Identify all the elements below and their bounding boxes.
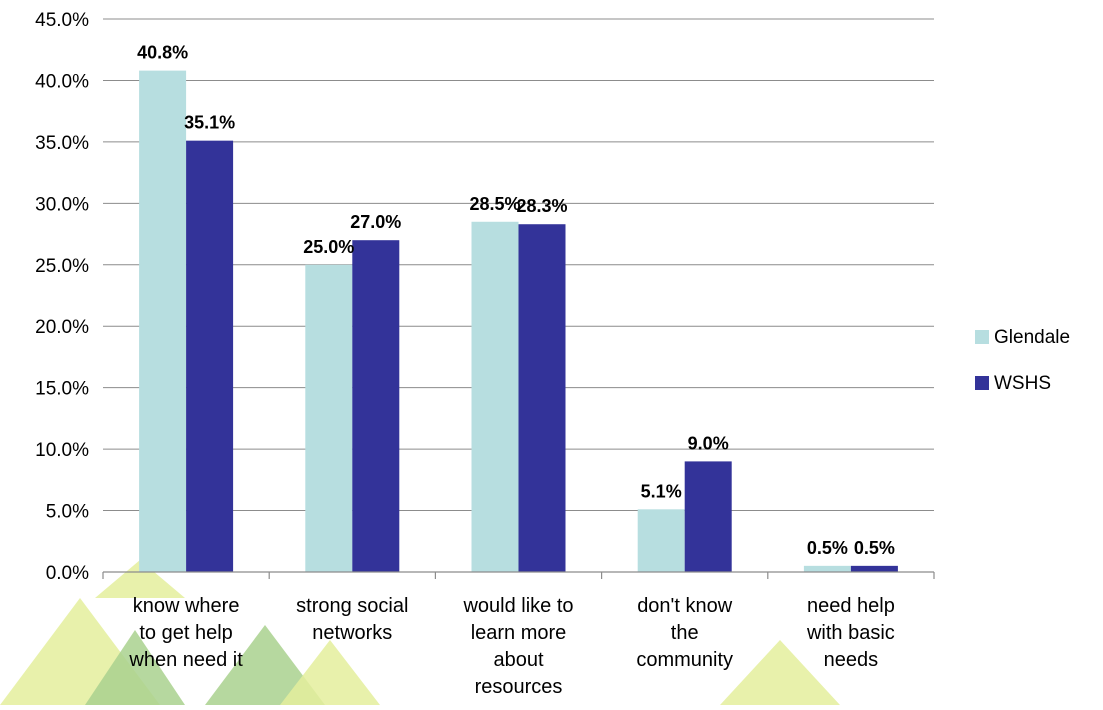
- bar-wshs: [850, 565, 898, 572]
- data-label: 0.5%: [807, 538, 848, 558]
- data-label: 28.3%: [516, 196, 567, 216]
- category-label: know where: [133, 595, 240, 617]
- category-label: need help: [807, 595, 895, 617]
- y-tick-label: 15.0%: [35, 379, 89, 400]
- bar-glendale: [637, 509, 685, 572]
- y-axis-tick-labels: 0.0% 5.0% 10.0% 15.0% 20.0% 25.0% 30.0% 35.0% 40…: [35, 10, 89, 584]
- category-label: networks: [312, 622, 392, 644]
- y-tick-label: 0.0%: [46, 563, 89, 584]
- bar-glendale: [803, 565, 851, 572]
- data-label: 40.8%: [137, 43, 188, 63]
- bar-glendale: [139, 70, 187, 572]
- y-tick-label: 45.0%: [35, 10, 89, 31]
- category-label: strong social: [296, 595, 408, 617]
- background-decoration: [0, 560, 840, 705]
- data-labels: 40.8% 25.0% 28.5% 5.1% 0.5% 35.1% 27.0% 28.3% 9.…: [137, 43, 895, 558]
- y-tick-label: 30.0%: [35, 194, 89, 215]
- y-tick-label: 35.0%: [35, 133, 89, 154]
- decor-triangle: [720, 640, 840, 705]
- category-label: the: [671, 622, 699, 644]
- data-label: 25.0%: [303, 237, 354, 257]
- category-label: learn more: [471, 622, 567, 644]
- decor-triangle: [95, 560, 185, 598]
- y-tick-label: 10.0%: [35, 440, 89, 461]
- category-label: about: [493, 649, 543, 671]
- bar-wshs: [352, 240, 400, 572]
- bar-wshs: [518, 224, 566, 573]
- bar-glendale: [305, 264, 353, 572]
- y-tick-label: 5.0%: [46, 502, 89, 523]
- legend: Glendale WSHS: [975, 327, 1070, 394]
- decor-triangle: [85, 630, 185, 705]
- category-label: with basic: [806, 622, 895, 644]
- bar-glendale: [471, 221, 519, 572]
- decor-triangle: [280, 640, 380, 705]
- category-label: when need it: [128, 649, 243, 671]
- data-label: 35.1%: [184, 113, 235, 133]
- data-label: 28.5%: [469, 194, 520, 214]
- decor-triangle: [205, 625, 325, 705]
- category-label: resources: [475, 676, 563, 698]
- x-axis: [102, 571, 935, 579]
- y-tick-label: 25.0%: [35, 256, 89, 277]
- data-label: 0.5%: [854, 538, 895, 558]
- data-label: 5.1%: [641, 481, 682, 501]
- category-labels: know where to get help when need it strong …: [128, 595, 894, 698]
- data-label: 27.0%: [350, 212, 401, 232]
- y-tick-label: 40.0%: [35, 71, 89, 92]
- legend-label: Glendale: [994, 327, 1070, 348]
- category-label: would like to: [462, 595, 573, 617]
- bars: [139, 70, 898, 573]
- y-tick-label: 20.0%: [35, 317, 89, 338]
- category-label: community: [636, 649, 733, 671]
- legend-swatch: [975, 330, 989, 344]
- category-label: to get help: [139, 622, 232, 644]
- category-label: don't know: [637, 595, 733, 617]
- category-label: needs: [824, 649, 879, 671]
- legend-swatch: [975, 376, 989, 390]
- bar-wshs: [186, 140, 234, 572]
- bar-wshs: [684, 461, 732, 572]
- legend-label: WSHS: [994, 373, 1051, 394]
- data-label: 9.0%: [688, 433, 729, 453]
